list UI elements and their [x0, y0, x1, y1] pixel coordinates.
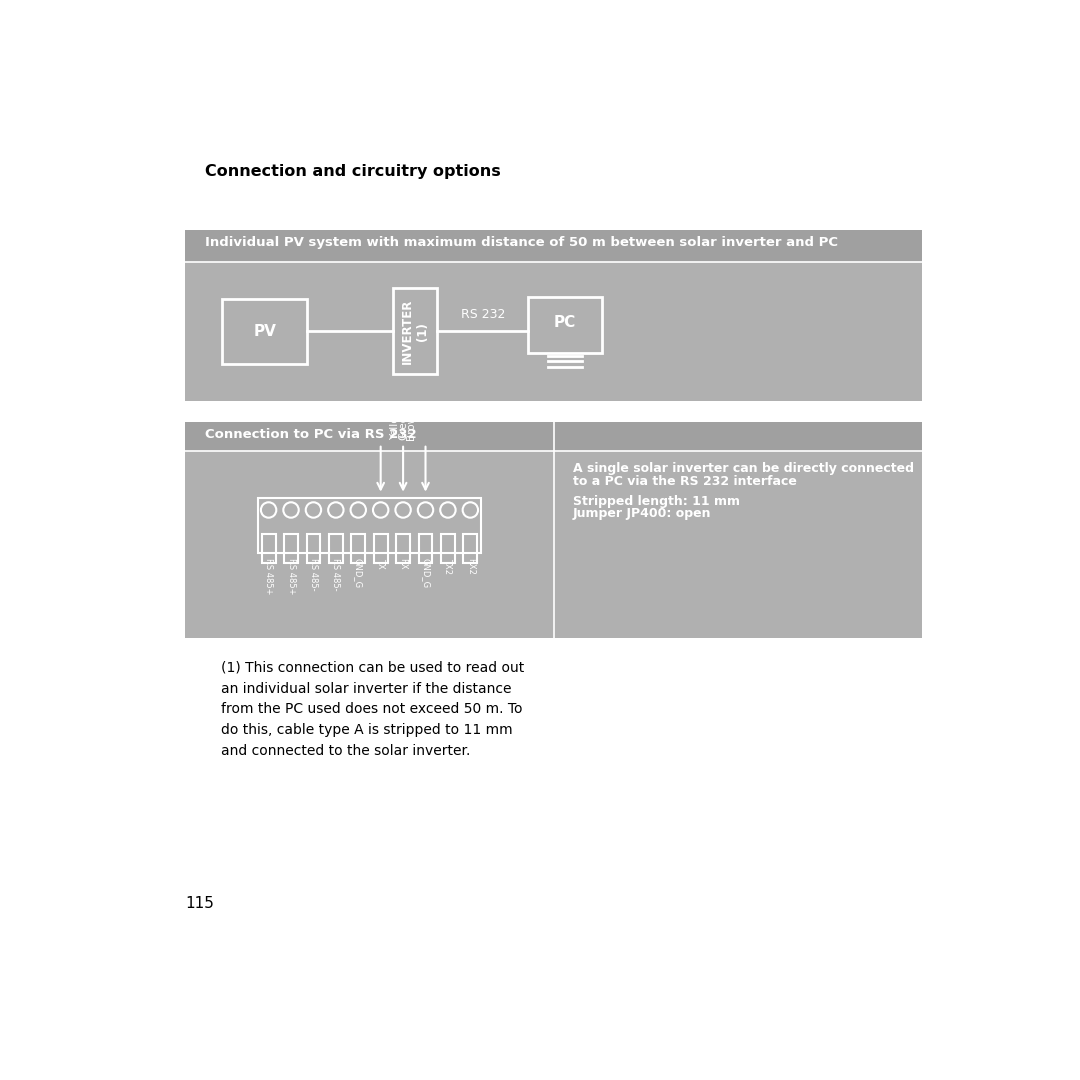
Text: 115: 115	[186, 896, 214, 912]
Text: RS 485+: RS 485+	[265, 557, 273, 594]
Bar	[258, 498, 481, 553]
Bar	[284, 534, 298, 563]
Bar	[554, 451, 921, 638]
Bar	[374, 534, 388, 563]
Bar	[554, 422, 921, 451]
Text: TX2: TX2	[444, 557, 453, 573]
Text: RS 485+: RS 485+	[286, 557, 296, 594]
Text: RS 232: RS 232	[461, 308, 505, 321]
Text: PV: PV	[254, 324, 276, 339]
Text: (1) This connection can be used to read out: (1) This connection can be used to read …	[220, 661, 524, 675]
Text: Green: Green	[399, 408, 408, 440]
Text: Jumper JP400: open: Jumper JP400: open	[572, 507, 712, 519]
Bar	[307, 534, 321, 563]
Text: and connected to the solar inverter.: and connected to the solar inverter.	[220, 744, 470, 758]
Text: PC: PC	[554, 314, 576, 329]
Text: Connection to PC via RS 232: Connection to PC via RS 232	[205, 429, 417, 442]
Text: do this, cable type A is stripped to 11 mm: do this, cable type A is stripped to 11 …	[220, 724, 513, 738]
Text: INVERTER
(1): INVERTER (1)	[401, 299, 429, 364]
Text: Individual PV system with maximum distance of 50 m between solar inverter and PC: Individual PV system with maximum distan…	[205, 235, 838, 248]
Bar	[186, 422, 554, 451]
Bar	[396, 534, 410, 563]
Text: RX: RX	[399, 557, 407, 569]
Text: to a PC via the RS 232 interface: to a PC via the RS 232 interface	[572, 474, 797, 487]
Bar	[261, 534, 275, 563]
Text: Stripped length: 11 mm: Stripped length: 11 mm	[572, 495, 740, 508]
Bar	[186, 230, 921, 262]
Bar	[186, 451, 554, 638]
Text: RS 485-: RS 485-	[332, 557, 340, 591]
Bar	[392, 288, 437, 375]
Text: from the PC used does not exceed 50 m. To: from the PC used does not exceed 50 m. T…	[220, 702, 523, 716]
Text: RX2: RX2	[465, 557, 475, 575]
Bar	[441, 534, 455, 563]
Text: Brown: Brown	[406, 407, 416, 440]
Bar	[186, 262, 921, 401]
Text: A single solar inverter can be directly connected: A single solar inverter can be directly …	[572, 462, 914, 475]
Text: RS 485-: RS 485-	[309, 557, 318, 591]
Bar	[419, 534, 432, 563]
Bar	[463, 534, 477, 563]
Text: GND_G: GND_G	[354, 557, 363, 588]
Text: an individual solar inverter if the distance: an individual solar inverter if the dist…	[220, 681, 511, 696]
Bar	[351, 534, 365, 563]
Text: Connection and circuitry options: Connection and circuitry options	[205, 164, 501, 179]
Bar	[528, 297, 602, 353]
Text: Yellow: Yellow	[390, 408, 401, 440]
Text: GND_G: GND_G	[421, 557, 430, 588]
Bar	[222, 298, 307, 364]
Text: TX: TX	[376, 557, 386, 568]
Bar	[329, 534, 342, 563]
